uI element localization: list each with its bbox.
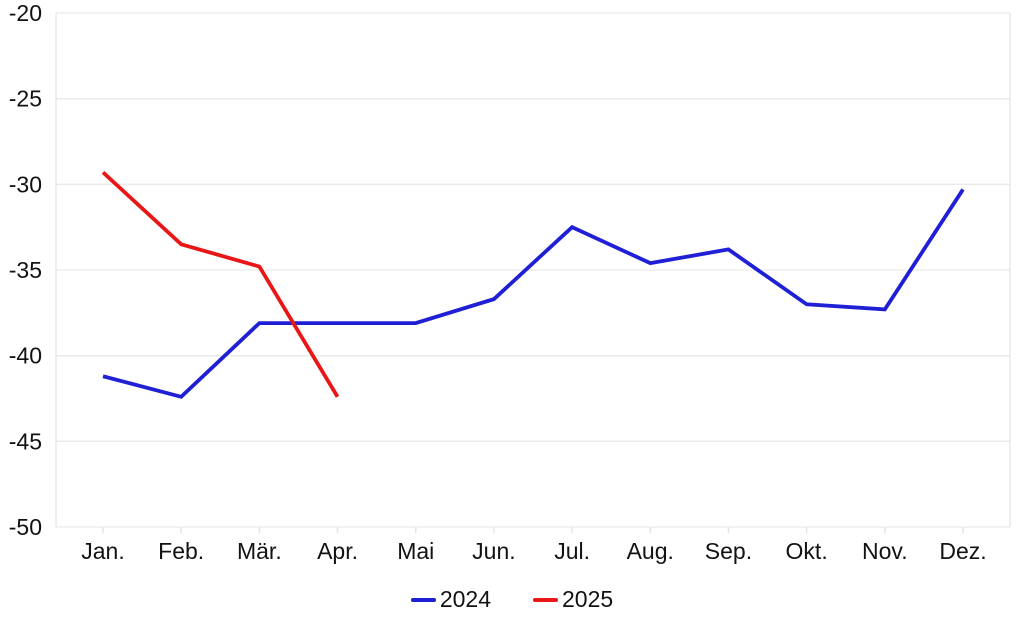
x-tick-label: Jan. (81, 538, 124, 564)
x-tick-label: Aug. (627, 538, 674, 564)
legend-swatch-2025-icon (533, 597, 558, 602)
legend-item-2025[interactable]: 2025 (533, 586, 613, 614)
legend-swatch-2024-icon (410, 597, 436, 602)
x-tick-label: Mär. (237, 538, 282, 564)
x-tick-label: Apr. (317, 538, 358, 564)
y-tick-label: -25 (9, 86, 42, 112)
y-tick-label: -45 (9, 428, 42, 454)
legend: 2024 2025 (0, 586, 1024, 614)
x-tick-label: Sep. (705, 538, 752, 564)
y-tick-label: -40 (9, 343, 42, 369)
y-tick-label: -50 (9, 514, 42, 540)
x-tick-label: Nov. (862, 538, 908, 564)
legend-label-2024: 2024 (439, 586, 491, 612)
y-tick-label: -20 (9, 0, 42, 26)
x-tick-label: Jul. (554, 538, 590, 564)
x-tick-label: Feb. (158, 538, 204, 564)
legend-label-2025: 2025 (562, 586, 614, 612)
x-tick-label: Okt. (786, 538, 828, 564)
x-tick-label: Dez. (939, 538, 986, 564)
x-tick-label: Mai (397, 538, 434, 564)
legend-item-2024[interactable]: 2024 (410, 586, 491, 614)
series-line-2025 (101, 170, 340, 398)
x-tick-label: Jun. (472, 538, 515, 564)
y-tick-label: -30 (9, 171, 42, 197)
y-tick-label: -35 (9, 257, 42, 283)
series-line-2024 (102, 188, 965, 399)
